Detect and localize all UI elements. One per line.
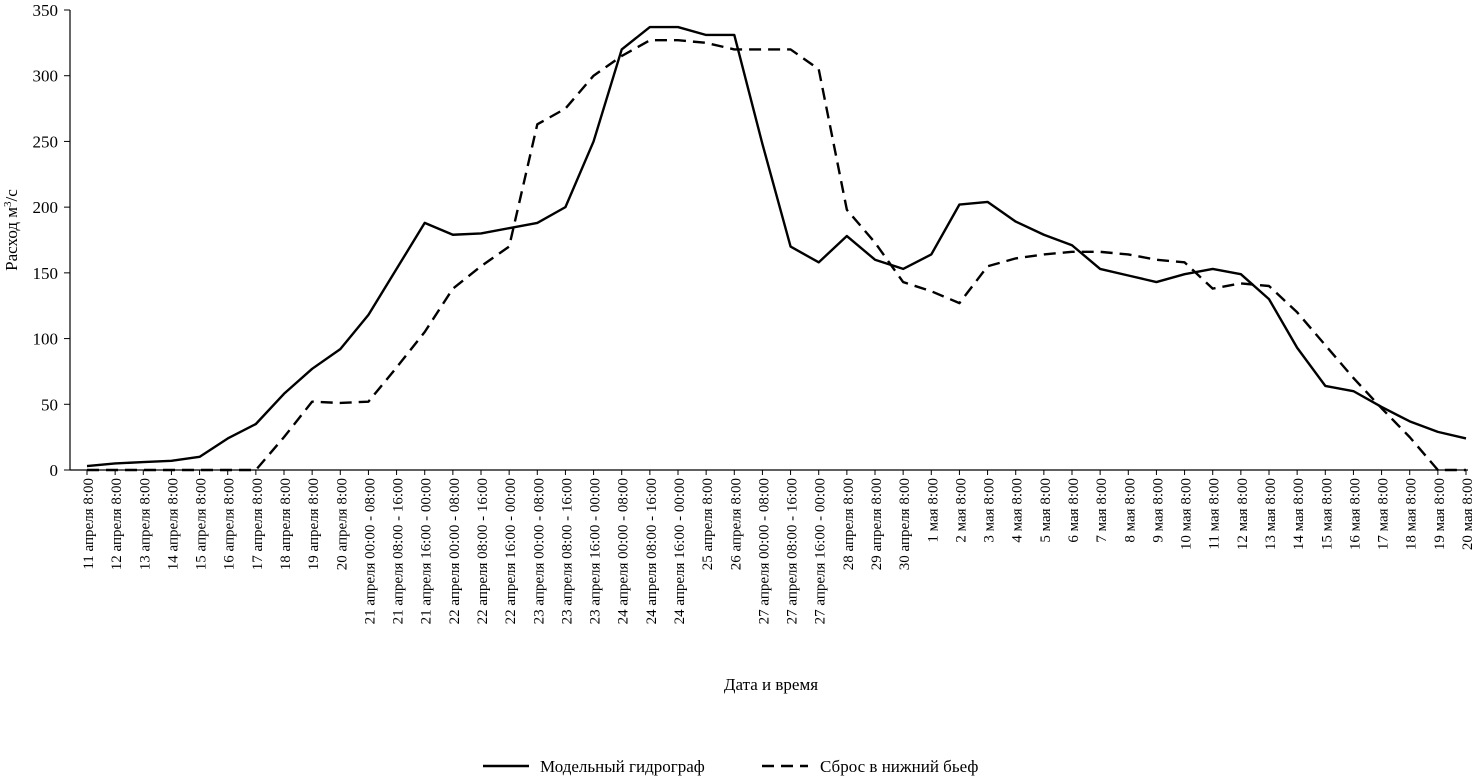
x-tick-label: 23 апреля 16:00 - 00:00: [588, 478, 604, 624]
x-tick-label: 6 мая 8:00: [1066, 478, 1082, 543]
x-tick-label: 2 мая 8:00: [953, 478, 969, 543]
x-tick-label: 11 мая 8:00: [1207, 478, 1223, 550]
x-tick-label: 1 мая 8:00: [925, 478, 941, 543]
x-tick-label: 7 мая 8:00: [1094, 478, 1110, 543]
x-tick-label: 19 апреля 8:00: [306, 478, 322, 570]
x-tick-label: 26 апреля 8:00: [728, 478, 744, 570]
x-tick-label: 9 мая 8:00: [1150, 478, 1166, 543]
x-tick-label: 27 апреля 16:00 - 00:00: [813, 478, 829, 624]
x-tick-label: 15 апреля 8:00: [194, 478, 210, 570]
x-tick-label: 3 мая 8:00: [982, 478, 998, 543]
x-tick-label: 24 апреля 16:00 - 00:00: [672, 478, 688, 624]
x-tick-label: 22 апреля 08:00 - 16:00: [475, 478, 491, 624]
x-tick-label: 18 мая 8:00: [1404, 478, 1420, 550]
series-lines: [86, 25, 1467, 472]
x-tick-label: 14 мая 8:00: [1291, 478, 1307, 550]
y-axis-label-main: Расход м: [2, 207, 21, 271]
series-line-solid: [86, 25, 1467, 468]
series-line-dashed: [87, 39, 1466, 472]
x-tick-label: 18 апреля 8:00: [278, 478, 294, 570]
x-tick-label: 13 апреля 8:00: [137, 478, 153, 570]
x-tick-label: 28 апреля 8:00: [841, 478, 857, 570]
x-tick-label: 5 мая 8:00: [1038, 478, 1054, 543]
x-tick-label: 15 мая 8:00: [1319, 478, 1335, 550]
y-tick-label: 200: [33, 198, 59, 217]
y-axis-label-tail: /с: [2, 189, 21, 202]
x-tick-label: 29 апреля 8:00: [869, 478, 885, 570]
x-tick-label: 23 апреля 00:00 - 08:00: [531, 478, 547, 624]
x-tick-label: 11 апреля 8:00: [81, 478, 97, 570]
x-tick-label: 21 апреля 00:00 - 08:00: [362, 478, 378, 624]
y-axis-label: Расход м3/с: [2, 189, 21, 271]
x-tick-label: 16 апреля 8:00: [222, 478, 238, 570]
x-tick-label: 17 апреля 8:00: [250, 478, 266, 570]
x-tick-labels: 11 апреля 8:00 12 апреля 8:00 13 апреля 8:…: [81, 470, 1476, 624]
x-tick-label: 19 мая 8:00: [1432, 478, 1448, 550]
x-tick-label: 24 апреля 08:00 - 16:00: [644, 478, 660, 624]
legend: Модельный гидрограф Сброс в нижний бьеф: [483, 757, 978, 776]
x-tick-label: 20 апреля 8:00: [334, 478, 350, 570]
x-tick-label: 27 апреля 08:00 - 16:00: [785, 478, 801, 624]
x-tick-label: 24 апреля 00:00 - 08:00: [616, 478, 632, 624]
x-tick-label: 22 апреля 00:00 - 08:00: [447, 478, 463, 624]
x-tick-label: 12 мая 8:00: [1235, 478, 1251, 550]
x-tick-label: 10 мая 8:00: [1179, 478, 1195, 550]
x-tick-label: 17 мая 8:00: [1376, 478, 1392, 550]
x-tick-label: 27 апреля 00:00 - 08:00: [756, 478, 772, 624]
x-tick-label: 25 апреля 8:00: [700, 478, 716, 570]
x-tick-label: 4 мая 8:00: [1010, 478, 1026, 543]
y-tick-label: 250: [33, 132, 59, 151]
x-tick-label: 21 апреля 16:00 - 00:00: [419, 478, 435, 624]
x-tick-label: 30 апреля 8:00: [897, 478, 913, 570]
legend-label: Сброс в нижний бьеф: [820, 757, 978, 776]
y-tick-label: 350: [33, 1, 59, 20]
y-tick-label: 150: [33, 264, 59, 283]
x-tick-label: 20 мая 8:00: [1460, 478, 1476, 550]
x-tick-label: 16 мая 8:00: [1347, 478, 1363, 550]
y-axis-label-superscript: 3: [2, 201, 14, 207]
x-tick-label: 14 апреля 8:00: [165, 478, 181, 570]
y-tick-label: 50: [41, 395, 58, 414]
x-tick-label: 21 апреля 08:00 - 16:00: [391, 478, 407, 624]
x-tick-label: 12 апреля 8:00: [109, 478, 125, 570]
y-tick-label: 300: [33, 67, 59, 86]
axes: [69, 10, 1468, 471]
x-tick-label: 13 мая 8:00: [1263, 478, 1279, 550]
x-tick-label: 8 мая 8:00: [1122, 478, 1138, 543]
y-tick-label: 0: [50, 461, 59, 480]
x-tick-label: 22 апреля 16:00 - 00:00: [503, 478, 519, 624]
y-tick-label: 100: [33, 330, 59, 349]
y-tick-labels: 0 50 100 150 200 250 300 350: [33, 1, 70, 480]
legend-label: Модельный гидрограф: [540, 757, 705, 776]
x-tick-label: 23 апреля 08:00 - 16:00: [559, 478, 575, 624]
x-axis-label: Дата и время: [724, 675, 818, 694]
